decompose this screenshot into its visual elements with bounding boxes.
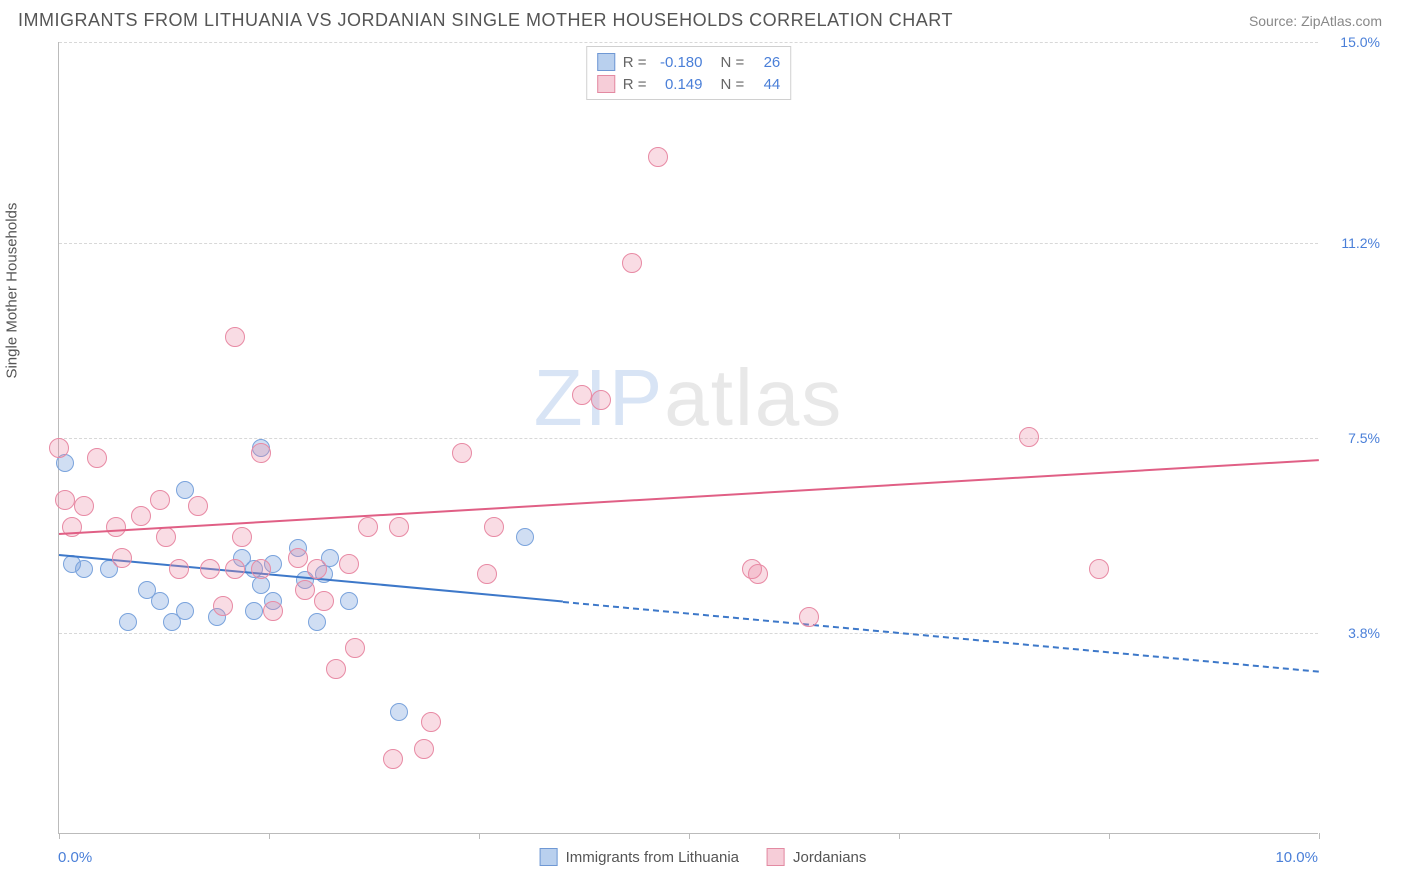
x-tick <box>479 833 480 839</box>
legend-item: Immigrants from Lithuania <box>540 848 739 866</box>
data-point <box>213 596 233 616</box>
data-point <box>49 438 69 458</box>
data-point <box>251 443 271 463</box>
data-point <box>245 602 263 620</box>
data-point <box>295 580 315 600</box>
x-tick <box>59 833 60 839</box>
data-point <box>339 554 359 574</box>
x-tick <box>689 833 690 839</box>
data-point <box>131 506 151 526</box>
gridline <box>59 438 1318 439</box>
data-point <box>263 601 283 621</box>
data-point <box>119 613 137 631</box>
legend-n-value: 26 <box>752 54 780 71</box>
data-point <box>477 564 497 584</box>
legend-swatch <box>540 848 558 866</box>
trend-line <box>563 601 1319 673</box>
data-point <box>176 602 194 620</box>
correlation-legend: R = -0.180 N = 26 R = 0.149 N = 44 <box>586 46 792 100</box>
legend-r-value: 0.149 <box>655 76 703 93</box>
gridline <box>59 243 1318 244</box>
y-tick-label: 7.5% <box>1348 430 1380 446</box>
x-tick <box>1319 833 1320 839</box>
data-point <box>225 559 245 579</box>
data-point <box>748 564 768 584</box>
data-point <box>345 638 365 658</box>
legend-n-label: N = <box>721 76 745 93</box>
data-point <box>75 560 93 578</box>
legend-swatch <box>597 75 615 93</box>
x-tick <box>1109 833 1110 839</box>
data-point <box>200 559 220 579</box>
data-point <box>308 613 326 631</box>
legend-n-label: N = <box>721 54 745 71</box>
legend-row: R = 0.149 N = 44 <box>597 73 781 95</box>
legend-n-value: 44 <box>752 76 780 93</box>
data-point <box>452 443 472 463</box>
data-point <box>288 548 308 568</box>
data-point <box>484 517 504 537</box>
data-point <box>314 591 334 611</box>
legend-r-label: R = <box>623 54 647 71</box>
plot-area: ZIPatlas R =-0.180N =26R =0.149N =44 3.8… <box>58 42 1318 834</box>
data-point <box>225 327 245 347</box>
legend-r-label: R = <box>623 76 647 93</box>
data-point <box>87 448 107 468</box>
source-attribution: Source: ZipAtlas.com <box>1249 13 1382 29</box>
data-point <box>1089 559 1109 579</box>
legend-label: Immigrants from Lithuania <box>566 849 739 866</box>
legend-row: R = -0.180 N = 26 <box>597 51 781 73</box>
legend-label: Jordanians <box>793 849 866 866</box>
data-point <box>622 253 642 273</box>
chart-container: Single Mother Households ZIPatlas R =-0.… <box>18 42 1388 874</box>
gridline <box>59 633 1318 634</box>
data-point <box>390 703 408 721</box>
y-tick-label: 15.0% <box>1340 34 1380 50</box>
data-point <box>421 712 441 732</box>
legend-swatch <box>767 848 785 866</box>
series-legend: Immigrants from Lithuania Jordanians <box>540 848 867 866</box>
data-point <box>150 490 170 510</box>
data-point <box>383 749 403 769</box>
trend-line <box>59 459 1319 535</box>
y-tick-label: 11.2% <box>1341 235 1380 251</box>
x-tick <box>899 833 900 839</box>
legend-item: Jordanians <box>767 848 866 866</box>
data-point <box>188 496 208 516</box>
data-point <box>799 607 819 627</box>
y-axis-label: Single Mother Households <box>4 203 21 379</box>
data-point <box>112 548 132 568</box>
data-point <box>516 528 534 546</box>
gridline <box>59 42 1318 43</box>
data-point <box>106 517 126 537</box>
data-point <box>55 490 75 510</box>
chart-title: IMMIGRANTS FROM LITHUANIA VS JORDANIAN S… <box>18 10 953 31</box>
data-point <box>572 385 592 405</box>
y-tick-label: 3.8% <box>1348 625 1380 641</box>
data-point <box>1019 427 1039 447</box>
data-point <box>232 527 252 547</box>
data-point <box>251 559 271 579</box>
data-point <box>340 592 358 610</box>
data-point <box>358 517 378 537</box>
x-axis-min-label: 0.0% <box>58 849 92 866</box>
data-point <box>389 517 409 537</box>
x-tick <box>269 833 270 839</box>
data-point <box>307 559 327 579</box>
data-point <box>151 592 169 610</box>
legend-swatch <box>597 53 615 71</box>
data-point <box>156 527 176 547</box>
data-point <box>176 481 194 499</box>
data-point <box>591 390 611 410</box>
data-point <box>169 559 189 579</box>
data-point <box>414 739 434 759</box>
data-point <box>326 659 346 679</box>
data-point <box>648 147 668 167</box>
data-point <box>74 496 94 516</box>
x-axis-max-label: 10.0% <box>1275 849 1318 866</box>
legend-r-value: -0.180 <box>655 54 703 71</box>
